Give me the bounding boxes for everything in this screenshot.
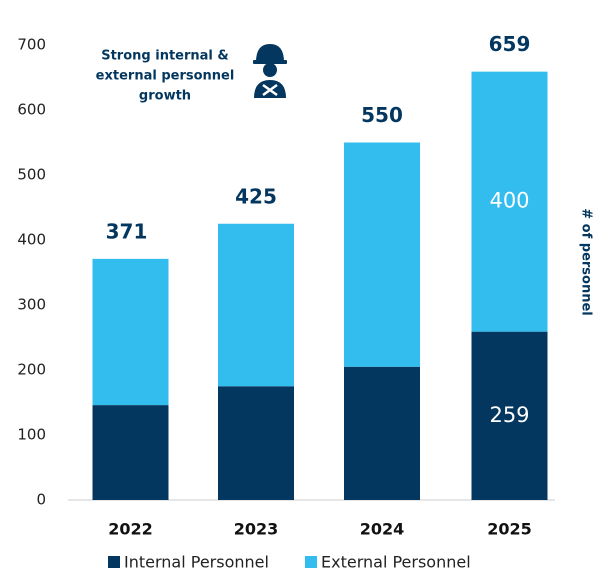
bar-segment xyxy=(471,331,548,500)
x-tick-label: 2022 xyxy=(108,520,153,539)
total-label: 425 xyxy=(235,184,277,208)
y-tick-label: 0 xyxy=(36,491,46,509)
legend-label: Internal Personnel xyxy=(124,553,269,572)
y-tick-label: 200 xyxy=(17,361,46,379)
legend-swatch xyxy=(108,556,120,568)
x-tick-label: 2024 xyxy=(360,520,405,539)
bar-segment xyxy=(344,142,420,367)
bar-segment xyxy=(218,386,294,500)
bar-segment xyxy=(92,405,169,500)
y-axis-label: # of personnel xyxy=(579,208,594,316)
total-label: 659 xyxy=(489,32,531,56)
segment-label: 259 xyxy=(489,403,529,427)
bar-segment xyxy=(218,223,294,387)
y-tick-label: 400 xyxy=(17,231,46,249)
y-tick-label: 500 xyxy=(17,166,46,184)
y-tick-label: 100 xyxy=(17,426,46,444)
total-label: 371 xyxy=(106,219,148,243)
segment-label: 400 xyxy=(489,189,529,213)
bar-segment xyxy=(92,258,169,406)
worker-icon xyxy=(253,44,287,98)
bar-segment xyxy=(344,366,420,500)
annotation: external personnel xyxy=(96,69,235,84)
x-tick-label: 2025 xyxy=(487,520,532,539)
bar-segment xyxy=(471,71,548,332)
annotation: growth xyxy=(139,89,191,104)
total-label: 550 xyxy=(361,103,403,127)
y-tick-label: 600 xyxy=(17,101,46,119)
legend-label: External Personnel xyxy=(321,553,471,572)
annotation: Strong internal & xyxy=(101,49,229,64)
y-tick-label: 700 xyxy=(17,36,46,54)
x-tick-label: 2023 xyxy=(234,520,279,539)
y-tick-label: 300 xyxy=(17,296,46,314)
legend-swatch xyxy=(305,556,317,568)
